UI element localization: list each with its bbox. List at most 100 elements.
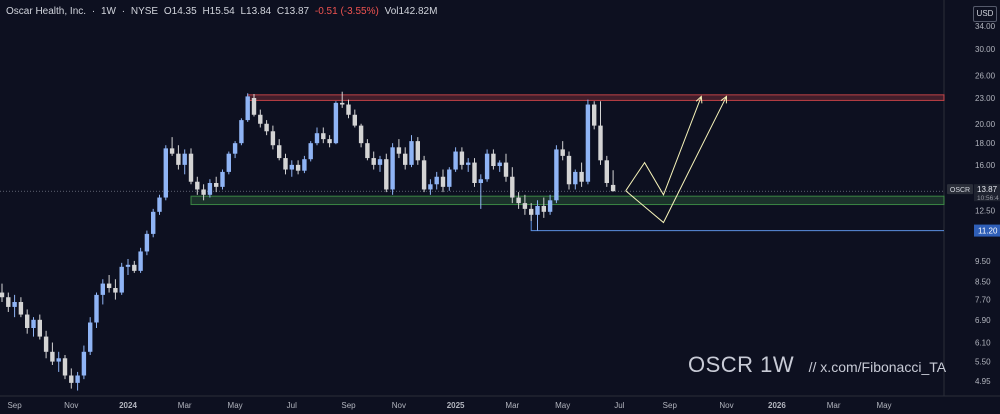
candle[interactable] (220, 169, 225, 190)
candle[interactable] (321, 127, 326, 144)
candle[interactable] (541, 197, 546, 218)
candle[interactable] (327, 135, 332, 148)
candle[interactable] (610, 170, 616, 192)
candle[interactable] (169, 137, 175, 156)
candle[interactable] (365, 139, 370, 161)
candle[interactable] (535, 200, 540, 231)
candle[interactable] (75, 371, 80, 391)
level-price-label[interactable]: 11.20 (974, 224, 1000, 237)
candle[interactable] (25, 309, 30, 334)
candle[interactable] (207, 179, 213, 198)
candle[interactable] (346, 99, 351, 119)
interval-label[interactable]: 1W (100, 6, 116, 17)
candle[interactable] (43, 330, 49, 359)
candle[interactable] (251, 94, 257, 117)
candle[interactable] (377, 155, 383, 172)
candle[interactable] (308, 141, 313, 162)
candle[interactable] (585, 99, 591, 185)
candle[interactable] (516, 192, 521, 209)
candle[interactable] (214, 176, 219, 193)
candle[interactable] (125, 258, 131, 276)
candle[interactable] (415, 137, 420, 165)
candle[interactable] (503, 153, 509, 182)
candle[interactable] (289, 160, 294, 177)
candle[interactable] (333, 101, 339, 145)
projection-path-2[interactable] (625, 96, 727, 224)
candle[interactable] (0, 283, 5, 303)
candle[interactable] (264, 120, 269, 136)
candle[interactable] (113, 279, 118, 300)
candle[interactable] (409, 135, 414, 168)
candle[interactable] (403, 147, 408, 170)
candle[interactable] (69, 368, 74, 389)
candle[interactable] (119, 262, 124, 295)
candle[interactable] (573, 169, 578, 190)
candle[interactable] (547, 194, 553, 215)
candle[interactable] (232, 141, 238, 159)
candle[interactable] (390, 143, 395, 195)
candle[interactable] (352, 109, 357, 128)
candle[interactable] (472, 158, 477, 187)
candle[interactable] (440, 169, 446, 193)
candle[interactable] (182, 149, 187, 175)
candle[interactable] (88, 317, 93, 356)
candle[interactable] (302, 155, 307, 174)
candle[interactable] (478, 174, 483, 209)
candle[interactable] (12, 294, 17, 318)
candle[interactable] (358, 123, 364, 148)
candle[interactable] (497, 160, 502, 172)
candle[interactable] (270, 125, 276, 150)
candle[interactable] (371, 151, 376, 170)
candle[interactable] (94, 292, 99, 329)
projection-path-1[interactable] (625, 96, 702, 196)
candle[interactable] (62, 355, 68, 380)
candle[interactable] (295, 160, 301, 175)
candle[interactable] (138, 247, 143, 273)
symbol-name[interactable]: Oscar Health, Inc. (6, 6, 87, 17)
candle[interactable] (396, 139, 402, 159)
candle[interactable] (6, 292, 11, 312)
candle[interactable] (466, 158, 471, 172)
candle[interactable] (188, 148, 194, 185)
candle[interactable] (510, 167, 515, 204)
candle[interactable] (592, 101, 597, 130)
candle[interactable] (201, 184, 206, 201)
candle[interactable] (151, 208, 156, 238)
support-zone[interactable] (190, 195, 945, 206)
candle[interactable] (31, 317, 36, 337)
candle[interactable] (484, 149, 490, 182)
candle[interactable] (491, 149, 496, 170)
candle[interactable] (258, 109, 263, 128)
candle[interactable] (604, 155, 609, 187)
candle[interactable] (340, 91, 345, 108)
currency-button[interactable]: USD (973, 6, 997, 22)
time-axis[interactable]: Sep Nov 2024 Mar May Jul Sep Nov 2025 Mar May Jul Se… (7, 401, 891, 410)
candle[interactable] (314, 127, 320, 146)
candle[interactable] (453, 147, 458, 172)
candle[interactable] (384, 153, 389, 193)
candle[interactable] (560, 141, 565, 161)
candle[interactable] (144, 230, 150, 256)
candle[interactable] (18, 297, 24, 318)
price-axis[interactable]: 34.00 30.00 26.00 23.00 20.00 18.00 16.00 12.50… (975, 22, 996, 386)
candle[interactable] (277, 139, 282, 161)
candle[interactable] (598, 101, 603, 165)
candle[interactable] (195, 176, 200, 195)
candle[interactable] (529, 203, 534, 221)
candle[interactable] (163, 145, 168, 201)
candle[interactable] (226, 151, 231, 175)
candle[interactable] (579, 162, 584, 187)
candle[interactable] (459, 147, 465, 170)
candle[interactable] (283, 153, 288, 175)
candle[interactable] (37, 314, 42, 340)
candle[interactable] (81, 345, 87, 380)
candle[interactable] (554, 145, 559, 204)
candle[interactable] (428, 179, 433, 195)
candle[interactable] (566, 151, 572, 190)
candle[interactable] (106, 275, 112, 293)
candle[interactable] (434, 171, 439, 190)
candle[interactable] (50, 342, 55, 365)
candle[interactable] (100, 279, 105, 305)
